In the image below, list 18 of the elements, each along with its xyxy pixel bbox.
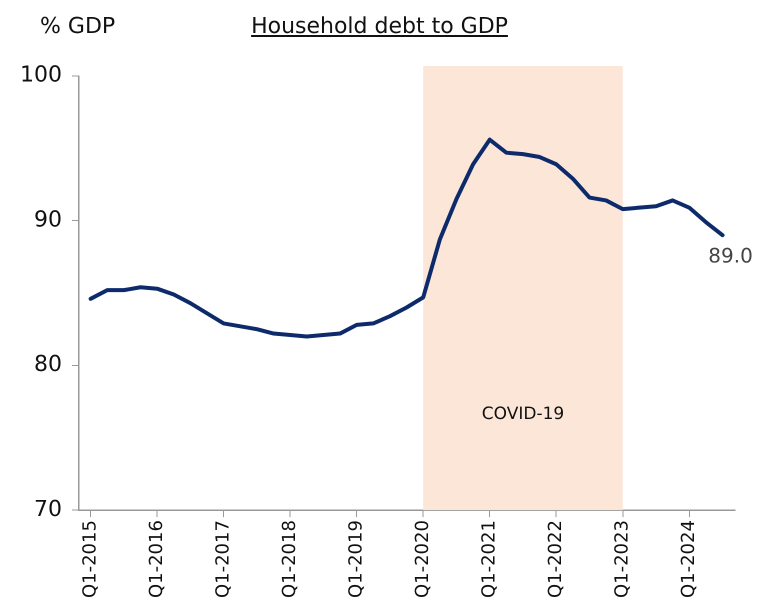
y-axis-title: % GDP bbox=[40, 14, 116, 39]
x-tick-label: Q1-2016 bbox=[146, 520, 167, 598]
band-label: COVID-19 bbox=[482, 404, 564, 424]
data-label: 89.0 bbox=[708, 243, 753, 268]
x-tick-label: Q1-2015 bbox=[79, 520, 100, 598]
x-tick-label: Q1-2021 bbox=[478, 520, 500, 598]
x-tick-label: Q1-2024 bbox=[678, 520, 699, 598]
x-tick-label: Q1-2019 bbox=[345, 520, 366, 598]
y-tick-label: 70 bbox=[34, 496, 62, 522]
y-tick-label: 90 bbox=[34, 207, 62, 232]
x-tick-label: Q1-2023 bbox=[611, 520, 632, 598]
x-tick-label: Q1-2018 bbox=[278, 520, 300, 598]
chart-title: Household debt to GDP bbox=[251, 14, 508, 39]
x-tick-label: Q1-2022 bbox=[544, 520, 566, 598]
y-tick-label: 100 bbox=[20, 62, 62, 88]
x-tick-label: Q1-2017 bbox=[212, 520, 234, 598]
x-tick-label: Q1-2020 bbox=[412, 520, 433, 598]
y-tick-label: 80 bbox=[34, 352, 62, 378]
